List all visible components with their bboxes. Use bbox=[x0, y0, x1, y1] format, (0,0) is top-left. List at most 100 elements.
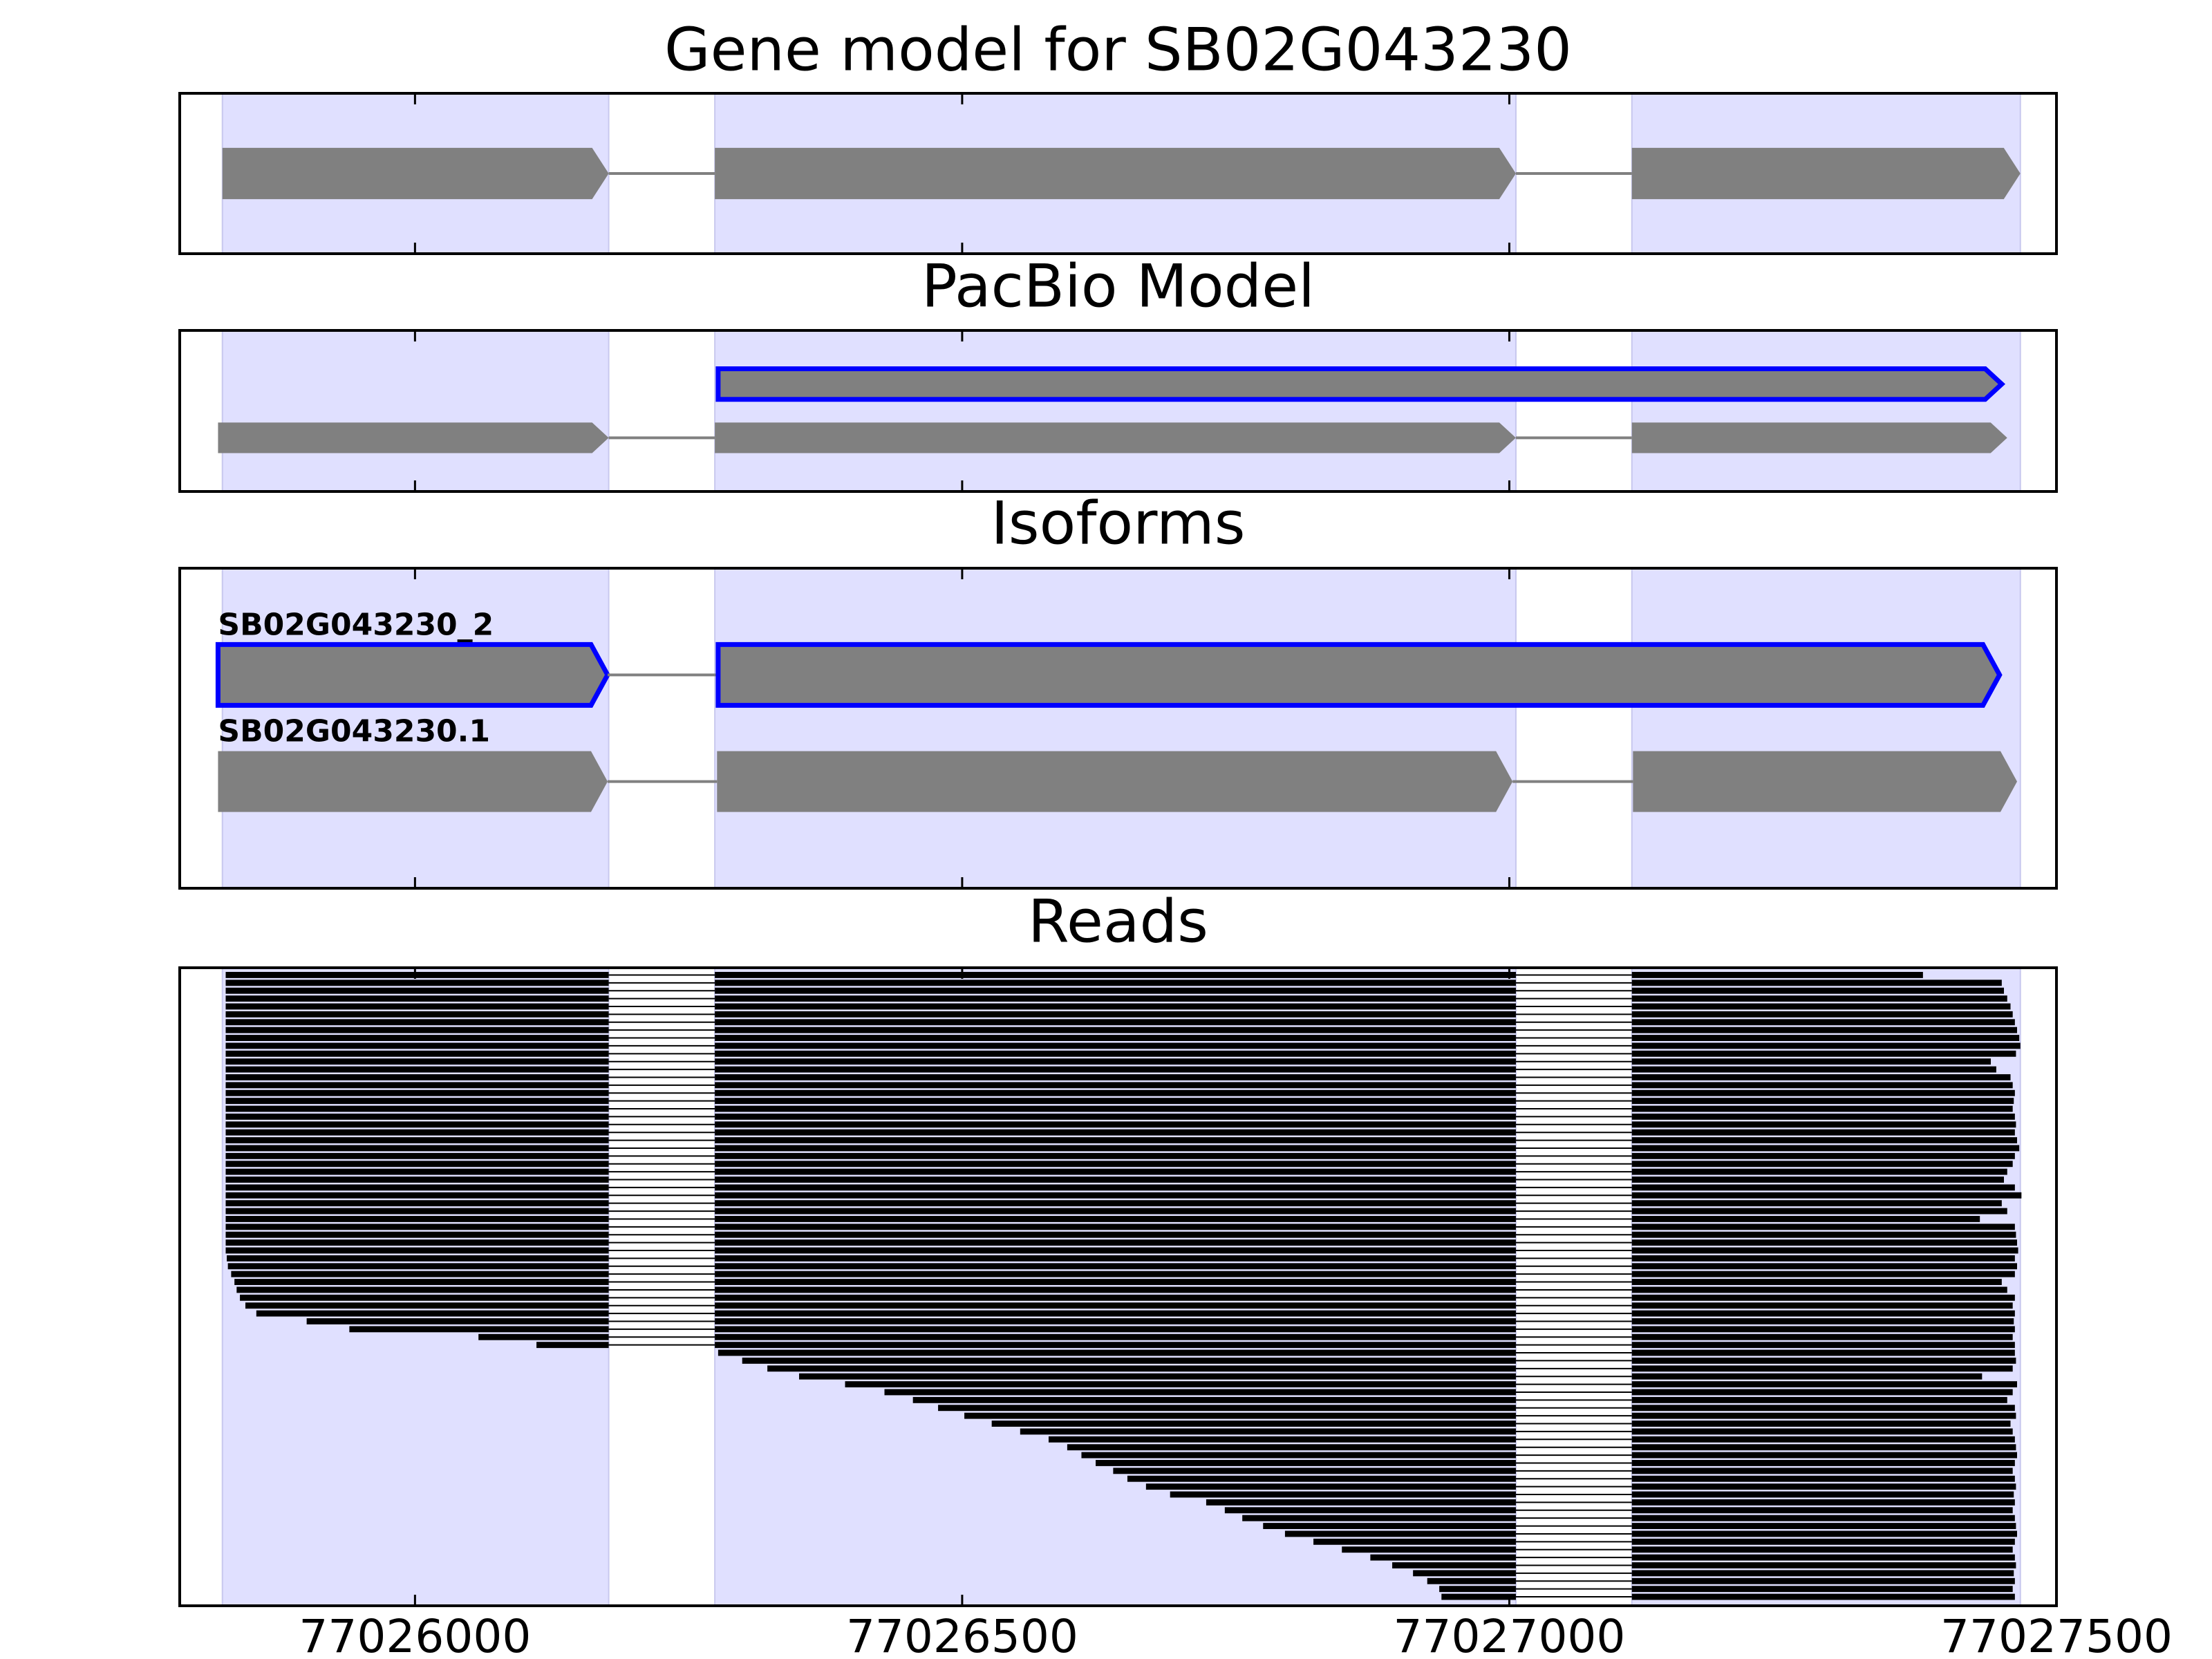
read bbox=[1413, 1570, 2014, 1577]
read bbox=[1113, 1468, 2013, 1474]
read-block bbox=[884, 1389, 1516, 1396]
read bbox=[349, 1326, 2015, 1333]
read-block bbox=[715, 1129, 1516, 1136]
read-block bbox=[1631, 1412, 2016, 1419]
read bbox=[225, 1089, 2015, 1096]
read-block bbox=[715, 1050, 1516, 1057]
read bbox=[1441, 1593, 2015, 1600]
read bbox=[1081, 1452, 2018, 1459]
read-block bbox=[225, 1082, 609, 1089]
read-block bbox=[1631, 1523, 2016, 1530]
read-block bbox=[1081, 1452, 1516, 1459]
read-block bbox=[1631, 1145, 2020, 1152]
read-block bbox=[1631, 1089, 2015, 1096]
read-block bbox=[1631, 1570, 2014, 1577]
read-block bbox=[1263, 1523, 1516, 1530]
read bbox=[225, 987, 2005, 994]
read-block bbox=[225, 1231, 609, 1238]
read-block bbox=[1631, 1333, 2013, 1340]
exon bbox=[218, 751, 608, 812]
read-block bbox=[225, 1066, 609, 1073]
read bbox=[225, 1121, 2016, 1128]
exon bbox=[717, 751, 1513, 812]
panel-title: Reads bbox=[1028, 887, 1208, 956]
read bbox=[225, 1192, 2022, 1199]
read bbox=[225, 1027, 2018, 1033]
read-block bbox=[1631, 1577, 2015, 1584]
read-block bbox=[245, 1302, 609, 1309]
axes-frame bbox=[178, 966, 2058, 1607]
read-block bbox=[715, 1224, 1516, 1230]
read-block bbox=[1284, 1530, 1516, 1537]
read-block bbox=[715, 1263, 1516, 1270]
x-tick-label: 77027000 bbox=[1393, 1610, 1625, 1659]
read bbox=[225, 1003, 2011, 1010]
read-block bbox=[225, 1074, 609, 1080]
read-block bbox=[225, 1042, 609, 1049]
read-block bbox=[1631, 972, 1923, 978]
read-block bbox=[1631, 1318, 2014, 1324]
exon bbox=[1631, 147, 2021, 200]
read-block bbox=[1631, 980, 2002, 986]
read-block bbox=[225, 1224, 609, 1230]
read-block bbox=[536, 1342, 609, 1349]
read-block bbox=[715, 1184, 1516, 1191]
read-block bbox=[1631, 1515, 2015, 1521]
read-block bbox=[225, 1058, 609, 1065]
read bbox=[991, 1421, 2011, 1427]
read-block bbox=[715, 1208, 1516, 1215]
read-block bbox=[225, 1168, 609, 1175]
read-block bbox=[715, 1177, 1516, 1183]
isoform-label: SB02G043230.1 bbox=[218, 714, 490, 749]
read-block bbox=[225, 1027, 609, 1033]
read-block bbox=[1631, 1468, 2013, 1474]
read-block bbox=[256, 1310, 609, 1317]
read-block bbox=[227, 1263, 609, 1270]
read-block bbox=[1631, 1546, 2013, 1553]
read-block bbox=[225, 1216, 609, 1222]
read bbox=[225, 1074, 2011, 1080]
read-block bbox=[1631, 1231, 2016, 1238]
read-block bbox=[715, 1058, 1516, 1065]
read bbox=[225, 1137, 2018, 1144]
read-block bbox=[1631, 1491, 2014, 1498]
read-block bbox=[1631, 1177, 2005, 1183]
read-block bbox=[225, 1098, 609, 1105]
read-block bbox=[349, 1326, 609, 1333]
read-block bbox=[715, 1326, 1516, 1333]
read-block bbox=[236, 1286, 609, 1293]
read bbox=[225, 1216, 1980, 1222]
read bbox=[478, 1333, 2013, 1340]
read-block bbox=[1631, 1184, 2015, 1191]
read-block bbox=[715, 1286, 1516, 1293]
read-block bbox=[1631, 1098, 2014, 1105]
read-block bbox=[240, 1294, 609, 1301]
read bbox=[245, 1302, 2013, 1309]
read-block bbox=[1631, 1396, 2007, 1403]
read bbox=[227, 1263, 2018, 1270]
read-block bbox=[1631, 1271, 2015, 1277]
read-block bbox=[715, 1152, 1516, 1159]
read bbox=[1392, 1562, 2016, 1568]
read-block bbox=[715, 1200, 1516, 1207]
read bbox=[799, 1373, 1983, 1380]
read-block bbox=[1631, 1460, 2015, 1466]
read-block bbox=[1631, 1239, 2018, 1246]
read bbox=[912, 1396, 2007, 1403]
read-block bbox=[1096, 1460, 1516, 1466]
read-block bbox=[715, 1113, 1516, 1120]
read-block bbox=[1224, 1507, 1516, 1514]
read bbox=[240, 1294, 2015, 1301]
read bbox=[225, 1066, 1996, 1073]
read-block bbox=[715, 1074, 1516, 1080]
read-block bbox=[1631, 1302, 2013, 1309]
read-block bbox=[225, 1003, 609, 1010]
read-block bbox=[1631, 1444, 2016, 1451]
read bbox=[1020, 1428, 2013, 1435]
read-block bbox=[1342, 1546, 1516, 1553]
read bbox=[256, 1310, 2015, 1317]
read-block bbox=[715, 1342, 1516, 1349]
read bbox=[1427, 1577, 2015, 1584]
read bbox=[225, 1177, 2005, 1183]
read bbox=[1242, 1515, 2015, 1521]
